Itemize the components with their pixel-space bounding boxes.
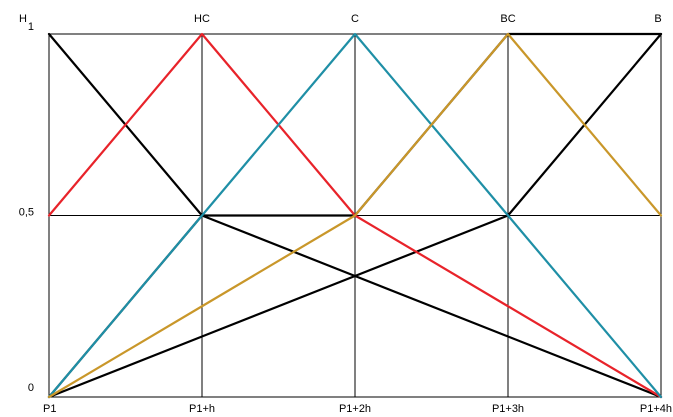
series-line-2 xyxy=(47,32,663,399)
top-label: C xyxy=(351,13,359,25)
series-line-4 xyxy=(47,32,663,399)
y-tick-labels: 00,51 xyxy=(19,21,34,394)
top-label: H xyxy=(19,13,27,25)
top-labels: H HC C BC B xyxy=(19,13,662,25)
x-tick-label: P1+3h xyxy=(492,403,524,415)
series-line-5 xyxy=(47,32,663,399)
y-tick-label: 0,5 xyxy=(19,207,34,219)
series-lines xyxy=(47,32,663,399)
y-tick-label: 1 xyxy=(28,21,34,33)
top-label: HC xyxy=(194,13,210,25)
x-tick-labels: P1 P1+h P1+2h P1+3h P1+4h xyxy=(43,403,672,415)
x-tick-label: P1+h xyxy=(189,403,215,415)
x-tick-label: P1+2h xyxy=(339,403,371,415)
top-label: B xyxy=(654,13,661,25)
x-tick-label: P1+4h xyxy=(640,403,672,415)
x-tick-label: P1 xyxy=(43,403,56,415)
y-tick-label: 0 xyxy=(28,382,34,394)
top-label: BC xyxy=(500,13,515,25)
